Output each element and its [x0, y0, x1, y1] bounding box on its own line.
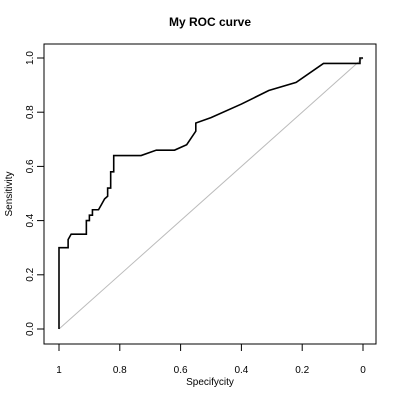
series-layer [58, 57, 363, 329]
reference-line-layer [58, 57, 364, 330]
chart-title: My ROC curve [169, 15, 251, 29]
y-axis-title: Sensitivity [4, 171, 15, 216]
y-tick-label: 0.0 [25, 322, 36, 336]
roc-curve-line [58, 57, 363, 329]
x-tick-label: 0.2 [295, 365, 309, 376]
y-tick-label: 1.0 [25, 51, 36, 65]
x-axis-title: Specifycity [186, 377, 234, 388]
x-tick-label: 1 [56, 365, 62, 376]
reference-diagonal [58, 57, 364, 330]
y-tick-label: 0.2 [25, 267, 36, 281]
y-axis: 0.0 0.2 0.4 0.6 0.8 1.0 [25, 51, 45, 336]
x-tick-label: 0 [360, 365, 366, 376]
y-tick-label: 0.6 [25, 159, 36, 173]
x-tick-label: 0.8 [113, 365, 127, 376]
x-tick-label: 0.4 [234, 365, 248, 376]
y-tick-label: 0.4 [25, 213, 36, 227]
y-tick-label: 0.8 [25, 105, 36, 119]
x-tick-label: 0.6 [174, 365, 188, 376]
x-axis: 1 0.8 0.6 0.4 0.2 0 [56, 343, 366, 376]
